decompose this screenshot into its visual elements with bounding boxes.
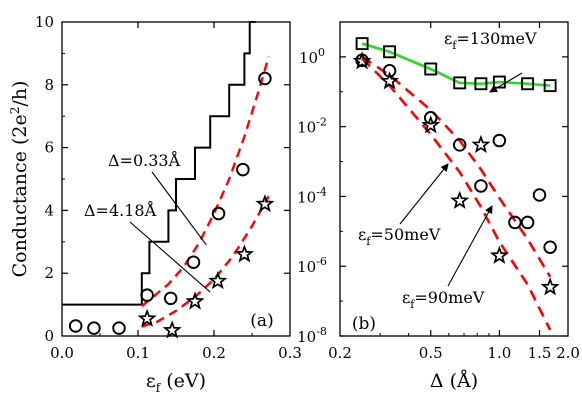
- panel-a-circle-point: [236, 162, 250, 177]
- panel-a-star-point: [255, 194, 275, 213]
- panel-b-circle-point: [532, 188, 547, 202]
- panel-b-ytick-label: 100: [299, 46, 325, 67]
- panel-a-annotation-pointer: [129, 221, 211, 293]
- panel-b-annotation-label: εf=130meV: [444, 29, 537, 52]
- panel-b-circle-point: [452, 138, 467, 152]
- panel-b-star-point: [352, 51, 372, 70]
- panel-a-annotation-pointer: [151, 171, 207, 246]
- panel-b-xtick-label: 1.5: [528, 344, 552, 362]
- panel-b-ytick-label: 10-4: [297, 185, 327, 206]
- panel-b-xtick-label: 0.5: [419, 344, 443, 362]
- panel-b-xtick-label: 2.0: [556, 344, 580, 362]
- panel-b-circle-point: [423, 111, 438, 125]
- panel-a-circle-point: [87, 321, 101, 335]
- panel-b-star-point: [471, 134, 491, 154]
- panel-a-ytick-label: 8: [44, 76, 54, 94]
- panel-a-dashed-curve: [141, 195, 270, 328]
- panel-b-ytick-label: 10-2: [297, 116, 327, 137]
- panel-b-square-point: [355, 37, 369, 51]
- panel-b-square-point: [543, 79, 557, 93]
- panel-b: 0.2 0.5 1.0 1.5 2.0 10-8 10-6 10-4 10-2 100 εf=13…: [297, 21, 580, 392]
- panel-b-star-point: [421, 115, 441, 134]
- panel-b-square-point: [474, 77, 488, 91]
- panel-b-circle-point: [543, 240, 557, 254]
- panel-a-ytick-label: 4: [44, 201, 54, 219]
- panel-a-step-line: [62, 21, 256, 306]
- panel-b-circle-point: [474, 179, 488, 193]
- panel-b-square-point: [424, 62, 438, 76]
- panel-b-xtick-label: 1.0: [487, 344, 511, 362]
- panel-b-annotation-label: εf=50meV: [358, 225, 441, 248]
- panel-b-dashed-curve: [361, 55, 552, 278]
- panel-a-circle-point: [140, 288, 154, 302]
- panel-a-xtick-label: 0.3: [278, 344, 302, 362]
- panel-b-frame: [339, 21, 569, 337]
- panel-b-ytick-label: 10-8: [297, 325, 327, 346]
- panel-a-circle-point: [186, 255, 201, 269]
- panel-b-ytick-label: 10-6: [297, 255, 327, 276]
- panel-b-square-point: [521, 77, 535, 91]
- panel-a: 0.0 0.1 0.2 0.3 0 2 4 6 8 10 Δ=0.33Å Δ=4.18Å (a) ε…: [8, 13, 302, 395]
- panel-a-circle-point: [258, 71, 272, 86]
- panel-b-star-point: [489, 245, 509, 264]
- panel-a-dashed-curve: [141, 56, 270, 308]
- panel-a-ytick-label: 0: [44, 327, 54, 345]
- panel-a-xtick-label: 0.0: [50, 344, 74, 362]
- panel-a-xtick-label: 0.2: [202, 344, 226, 362]
- panel-b-annotation-label: εf=90meV: [402, 288, 485, 311]
- panel-a-star-point: [162, 320, 182, 339]
- panel-b-circle-point: [492, 133, 507, 148]
- panel-a-ytick-label: 10: [35, 13, 54, 31]
- panel-b-annotation-arrow: [489, 72, 523, 93]
- panel-b-star-point: [450, 190, 470, 209]
- panel-a-star-point: [185, 291, 205, 310]
- panel-b-label: (b): [352, 314, 376, 334]
- panel-b-annotation-arrow: [399, 163, 449, 225]
- panel-b-dashed-curve: [361, 57, 552, 331]
- panel-a-ytick-label: 2: [44, 264, 54, 282]
- panel-a-circle-point: [112, 321, 126, 335]
- panel-a-star-point: [208, 271, 228, 290]
- panel-a-label: (a): [250, 311, 273, 331]
- panel-a-star-point: [234, 244, 254, 263]
- panel-a-ytick-label: 6: [44, 139, 54, 157]
- panel-a-circle-point: [163, 291, 178, 306]
- panel-a-annotation-label: Δ=4.18Å: [84, 200, 157, 220]
- panel-b-star-point: [540, 277, 560, 296]
- panel-a-star-point: [137, 308, 157, 327]
- panel-a-xtick-label: 0.1: [126, 344, 150, 362]
- panel-b-xlabel: Δ (Å): [430, 370, 478, 392]
- panel-a-ylabel: Conductance (2e2/h): [8, 81, 31, 278]
- panel-b-square-point: [492, 75, 506, 89]
- panel-a-annotation-label: Δ=0.33Å: [108, 150, 181, 170]
- panel-a-circle-point: [211, 206, 226, 221]
- panel-a-xlabel: εf (eV): [146, 370, 206, 395]
- panel-a-circle-point: [68, 319, 83, 333]
- panel-b-star-point: [380, 71, 400, 90]
- panel-b-circle-point: [508, 215, 522, 230]
- panel-b-square-point: [383, 45, 397, 59]
- panel-b-circle-point: [520, 215, 535, 230]
- panel-b-xtick-label: 0.2: [328, 344, 352, 362]
- panel-b-circle-point: [382, 64, 397, 78]
- panel-b-square-point: [453, 76, 467, 90]
- panel-b-annotation-arrow: [447, 205, 493, 287]
